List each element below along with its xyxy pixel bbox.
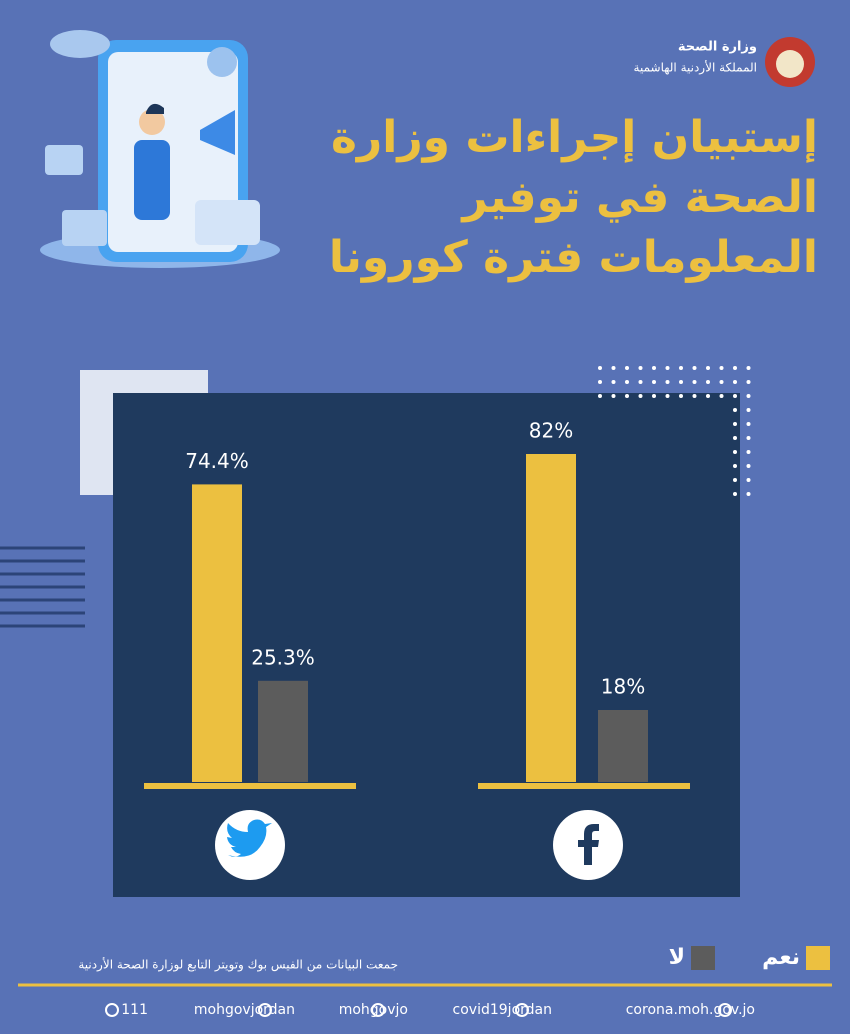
legend-label: نعم [762,945,800,970]
decor-dot [733,436,737,440]
decor-dot [746,478,751,482]
decor-dot [692,380,697,384]
twitter-icon [215,810,285,880]
decor-dot [638,366,643,370]
decor-dot [706,380,710,384]
decor-dot [746,450,751,454]
decor-dot [598,380,602,384]
decor-dot [679,366,683,370]
decor-dot [733,464,737,468]
decor-dot [733,394,737,398]
decor-dot [733,450,737,454]
decor-dot [692,394,697,398]
value-label: 74.4% [185,449,249,473]
facebook-icon [553,810,623,880]
value-label: 25.3% [251,645,315,669]
title-line: المعلومات فترة كورونا [329,232,818,283]
decor-dot [719,366,724,370]
decor-dot [746,422,751,426]
contact: mohgovjo [339,1002,408,1018]
decor-dot [746,492,751,496]
decor-dot [733,380,737,384]
title-line: إستبيان إجراءات وزارة [331,112,818,163]
decor-dot [652,366,656,370]
bar [258,680,308,782]
decor-dot [746,394,751,398]
decor-dot [746,408,751,412]
decor-dot [652,380,656,384]
decor-dot [611,380,616,384]
decor-dot [665,380,670,384]
decor-dot [679,394,683,398]
logo [765,37,815,87]
decor-dot [611,366,616,370]
decor-dot [706,366,710,370]
bar [192,484,242,782]
decor-dot [598,394,602,398]
legend-swatch [691,946,715,970]
decor-dot [638,394,643,398]
decor-dot [733,422,737,426]
decor-dot [598,366,602,370]
kingdom-name: المملكة الأردنية الهاشمية [634,60,757,76]
decor-dot [719,380,724,384]
contact-icon [515,1003,529,1017]
decor-lines [0,546,85,628]
decor-dot [625,366,629,370]
decor-dot [706,394,710,398]
decor-dot [665,366,670,370]
illustration [40,30,280,268]
decor-dot [611,394,616,398]
decor-dot [733,408,737,412]
contact-icon [258,1003,272,1017]
decor-dot [733,366,737,370]
decor-dot [652,394,656,398]
decor-dot [746,464,751,468]
contact-icon [371,1003,385,1017]
ministry-name: وزارة الصحة [678,40,757,55]
value-label: 82% [529,419,573,443]
decor-dot [625,380,629,384]
decor-dot [733,478,737,482]
decor-dot [733,492,737,496]
bar [598,710,648,782]
decor-dot [692,366,697,370]
decor-dot [625,394,629,398]
source-note: جمعت البيانات من الفيس بوك وتويتر التابع… [78,957,398,973]
contact-icon [105,1003,119,1017]
title-line: الصحة في توفير [460,172,818,223]
legend-label: لا [669,945,685,970]
value-label: 18% [601,675,645,699]
decor-dot [719,394,724,398]
contact-icon [718,1003,732,1017]
contact: 111 [121,1002,148,1018]
decor-dot [665,394,670,398]
legend-swatch [806,946,830,970]
decor-dot [746,366,751,370]
decor-dot [746,436,751,440]
decor-dot [746,380,751,384]
bar [526,454,576,782]
decor-dot [638,380,643,384]
contact: covid19jordan [453,1002,552,1018]
decor-dot [679,380,683,384]
contact: mohgovjordan [194,1002,295,1018]
contact: corona.moh.gov.jo [626,1002,755,1018]
